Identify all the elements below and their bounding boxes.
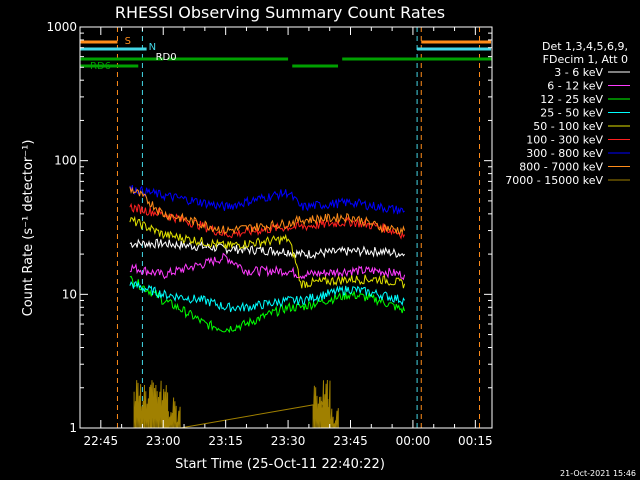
flag-label-2: RD0 (156, 52, 177, 63)
series-line-1 (129, 252, 406, 281)
series-line-7 (129, 186, 406, 236)
legend-label-6: 300 - 800 keV (526, 147, 603, 160)
legend-label-3: 25 - 50 keV (540, 107, 603, 120)
series-line-0 (129, 238, 405, 260)
legend-label-2: 12 - 25 keV (540, 93, 603, 106)
x-tick-label-1: 23:00 (146, 434, 181, 448)
plot-frame (79, 26, 493, 429)
flag-label-3: RD6 (90, 61, 111, 72)
x-tick-label-3: 23:30 (271, 434, 306, 448)
legend-label-8: 7000 - 15000 keV (505, 174, 603, 187)
series-line-2 (129, 275, 406, 334)
x-tick-label-0: 22:45 (84, 434, 119, 448)
y-tick-label-0: 1 (69, 421, 77, 435)
y-tick-label-1: 10 (62, 287, 77, 301)
series-line-6 (129, 184, 405, 215)
x-axis-label: Start Time (25-Oct-11 22:40:22) (175, 457, 385, 472)
x-tick-label-6: 00:15 (458, 434, 493, 448)
legend-label-7: 800 - 7000 keV (519, 161, 603, 174)
chart-title: RHESSI Observing Summary Count Rates (115, 3, 445, 22)
x-tick-label-5: 00:00 (396, 434, 431, 448)
flag-label-0: S (125, 36, 131, 47)
flag-label-1: N (149, 42, 156, 53)
y-axis-label: Count Rate (s⁻¹ detector⁻¹) (21, 140, 36, 317)
legend-label-0: 3 - 6 keV (554, 66, 603, 79)
legend-header-1: FDecim 1, Att 0 (543, 53, 628, 66)
series-line-5 (129, 202, 406, 240)
x-tick-label-2: 23:15 (208, 434, 243, 448)
y-tick-label-3: 1000 (46, 20, 77, 34)
footer-date: 21-Oct-2021 15:46 (560, 469, 636, 478)
series-line-3 (129, 280, 406, 313)
legend-label-1: 6 - 12 keV (547, 80, 603, 93)
y-tick-label-2: 100 (54, 154, 77, 168)
series-line-8 (133, 379, 339, 429)
legend-label-5: 100 - 300 keV (526, 134, 603, 147)
legend-header-0: Det 1,3,4,5,6,9, (542, 40, 628, 53)
series-line-4 (129, 215, 406, 289)
legend-label-4: 50 - 100 keV (533, 120, 603, 133)
x-tick-label-4: 23:45 (333, 434, 368, 448)
